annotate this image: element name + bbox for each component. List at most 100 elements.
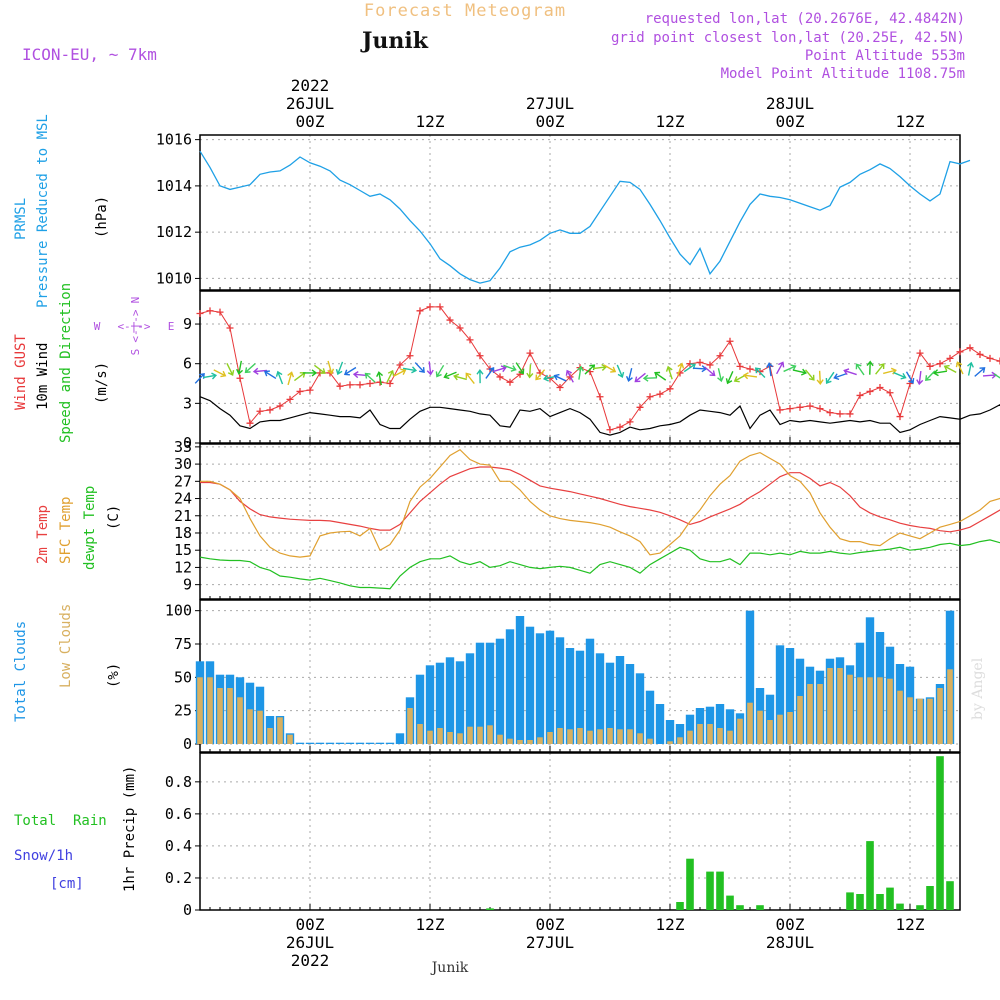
wind-direction-arrow xyxy=(967,361,974,376)
wind-direction-arrow xyxy=(804,369,815,381)
total-cloud-bar xyxy=(545,630,555,744)
precip-bar xyxy=(866,841,874,910)
wind-direction-arrow xyxy=(426,361,434,376)
precip-bar xyxy=(756,905,764,910)
gust-marker xyxy=(976,350,984,358)
total-cloud-bar xyxy=(715,704,725,744)
total-cloud-bar xyxy=(515,616,525,744)
total-cloud-bar xyxy=(445,657,455,744)
total-cloud-bar xyxy=(615,656,625,744)
wind-direction-arrow xyxy=(535,369,546,381)
top-time-label: 12Z xyxy=(896,112,925,131)
gust-marker xyxy=(786,405,794,413)
y-tick-label: 3 xyxy=(183,394,192,412)
y-tick-label: 100 xyxy=(165,602,192,620)
low-cloud-bar xyxy=(777,714,783,744)
wind-direction-arrow xyxy=(775,361,785,375)
total-cloud-bar xyxy=(635,673,645,744)
y-tick-label: 1014 xyxy=(156,177,192,195)
wind-direction-arrow xyxy=(825,371,835,384)
gust-marker xyxy=(636,403,644,411)
gust-marker xyxy=(606,426,614,434)
gust-marker xyxy=(266,406,274,414)
y-tick-label: 0.8 xyxy=(165,773,192,791)
bottom-time-label: 00Z xyxy=(296,915,325,934)
location-name: Junik xyxy=(360,28,429,54)
bottom-time-label: 12Z xyxy=(656,915,685,934)
wind-direction-arrow xyxy=(226,363,235,377)
total-cloud-bar xyxy=(295,742,305,744)
gust-marker xyxy=(856,391,864,399)
dew-label: dewpt Temp xyxy=(82,486,98,570)
wind-direction-arrow xyxy=(625,368,633,382)
total-cloud-bar xyxy=(415,674,425,744)
gust-marker xyxy=(956,348,964,356)
precip-bar xyxy=(926,886,934,910)
y-tick-label: 75 xyxy=(174,635,192,653)
wind-direction-arrow xyxy=(443,371,457,380)
precip-bar xyxy=(726,895,734,910)
wind-direction-arrow xyxy=(883,367,897,375)
bottom-time-label: 2022 xyxy=(291,951,330,970)
low-cloud-bar xyxy=(487,725,493,744)
top-time-label: 12Z xyxy=(416,112,445,131)
total-cloud-bar xyxy=(625,664,635,744)
temp-line xyxy=(200,466,1000,533)
precip-bar xyxy=(856,894,864,910)
total-cloud-bar xyxy=(495,638,505,744)
y-tick-label: 27 xyxy=(174,472,192,490)
low-cloud-bar xyxy=(557,728,563,744)
low-cloud-bar xyxy=(547,732,553,744)
low-cloud-bar xyxy=(927,698,933,744)
gust-marker xyxy=(866,387,874,395)
wind-direction-arrow xyxy=(526,364,534,379)
low-cloud-bar xyxy=(527,740,533,744)
y-tick-label: 50 xyxy=(174,668,192,686)
low-cloud-bar xyxy=(877,677,883,744)
low-cloud-bar xyxy=(667,741,673,744)
top-time-label: 00Z xyxy=(776,112,805,131)
wind-direction-arrow xyxy=(476,369,484,384)
wind-direction-arrow xyxy=(725,371,734,385)
wind-direction-arrow xyxy=(943,364,957,374)
low-cloud-bar xyxy=(207,677,213,744)
low-cloud-bar xyxy=(607,728,613,744)
wind-direction-arrow xyxy=(565,369,574,383)
gust-marker xyxy=(226,324,234,332)
wind-direction-arrow xyxy=(654,371,667,381)
compass-north: N xyxy=(129,297,142,304)
y-tick-label: 0 xyxy=(183,434,192,452)
wind-direction-arrow xyxy=(982,371,998,379)
wind-direction-arrow xyxy=(515,362,525,375)
sfc-line xyxy=(200,448,1000,558)
low-cloud-bar xyxy=(237,697,243,744)
wind-direction-arrow xyxy=(313,364,326,374)
y-tick-label: 1016 xyxy=(156,131,192,149)
wind-label: 10m Wind xyxy=(35,343,51,410)
y-tick-label: 25 xyxy=(174,702,192,720)
precip-bar xyxy=(936,756,944,910)
precip-bar xyxy=(716,871,724,910)
y-tick-label: 18 xyxy=(174,524,192,542)
bottom-time-label: 00Z xyxy=(776,915,805,934)
total-cloud-bar xyxy=(575,650,585,744)
low-cloud-bar xyxy=(727,730,733,744)
y-tick-label: 9 xyxy=(183,576,192,594)
low-cloud-bar xyxy=(707,724,713,744)
wind-direction-arrow xyxy=(414,362,425,373)
low-cloud-bar xyxy=(417,724,423,744)
precip-bar xyxy=(676,902,684,910)
wind-direction-arrow xyxy=(364,372,376,383)
gust-marker xyxy=(336,382,344,390)
low-cloud-bar xyxy=(947,669,953,744)
low-cloud-bar xyxy=(887,678,893,744)
gust-marker xyxy=(796,403,804,411)
total-cloud-bar xyxy=(525,626,535,744)
footer-location: Junik xyxy=(430,960,469,976)
total-cloud-bar xyxy=(775,645,785,744)
gust-marker xyxy=(346,381,354,389)
gust-marker xyxy=(236,374,244,382)
model-altitude: Model Point Altitude 1108.75m xyxy=(721,66,965,82)
wind-direction-arrow xyxy=(634,372,646,383)
gust-marker xyxy=(556,383,564,391)
